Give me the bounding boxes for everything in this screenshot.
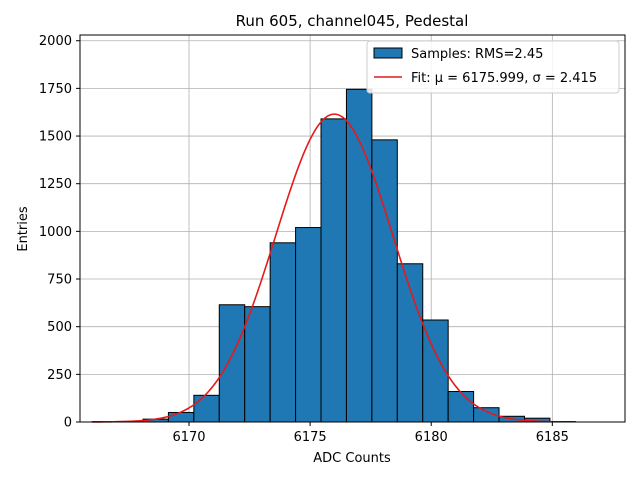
histogram-bar-7 [269, 242, 297, 423]
y-axis-ticks: 0 250 500 750 1000 1250 1500 1750 2000 [39, 34, 80, 431]
x-axis-label: ADC Counts [313, 451, 391, 466]
plot-frame [79, 34, 626, 423]
histogram-bar-11 [371, 139, 398, 423]
fit-curve [92, 113, 553, 423]
y-tick-label-8: 2000 [39, 34, 72, 49]
histogram-bar-9 [320, 118, 347, 423]
histogram-bar-8 [295, 227, 322, 423]
histogram-bar-4 [193, 394, 220, 423]
legend: Samples: RMS=2.45 Fit: μ = 6175.999, σ =… [366, 40, 620, 94]
y-tick-label-5: 1250 [39, 177, 72, 192]
x-tick-label-0: 6170 [172, 430, 205, 445]
histogram-bar-13 [422, 319, 449, 423]
legend-samples-swatch [373, 47, 403, 59]
x-tick-label-1: 6175 [294, 430, 327, 445]
histogram-bar-6 [244, 306, 271, 423]
chart-title: Run 605, channel045, Pedestal [236, 12, 469, 30]
x-axis-ticks: 6170 6175 6180 6185 [172, 422, 569, 445]
histogram-bars [91, 88, 576, 423]
x-tick-label-2: 6180 [415, 430, 448, 445]
y-tick-label-3: 750 [47, 273, 72, 288]
legend-samples-label: Samples: RMS=2.45 [411, 47, 543, 62]
legend-box [366, 40, 620, 94]
legend-fit-label: Fit: μ = 6175.999, σ = 2.415 [411, 71, 597, 86]
y-tick-label-2: 500 [47, 320, 72, 335]
y-tick-label-4: 1000 [39, 225, 72, 240]
x-tick-label-3: 6185 [536, 430, 569, 445]
y-tick-label-0: 0 [64, 416, 72, 431]
y-tick-label-6: 1500 [39, 130, 72, 145]
y-axis-label: Entries [16, 206, 31, 252]
y-tick-label-1: 250 [47, 368, 72, 383]
y-tick-label-7: 1750 [39, 82, 72, 97]
histogram-bar-5 [218, 304, 246, 423]
histogram-bar-14 [447, 390, 475, 423]
histogram-bar-3 [167, 411, 195, 423]
